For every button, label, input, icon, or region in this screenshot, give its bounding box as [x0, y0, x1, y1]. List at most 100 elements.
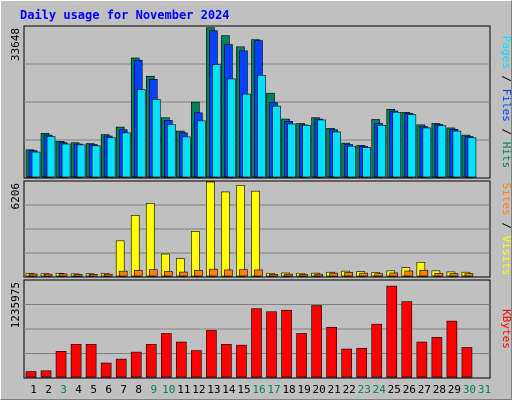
- bar-sites-day-17: [269, 274, 278, 277]
- bar-sites-day-28: [434, 272, 444, 277]
- panel-bottom: 1235975 KBytes: [9, 279, 512, 379]
- bar-kbytes-day-18: [281, 309, 292, 378]
- day-label-2: 2: [45, 383, 52, 396]
- bar-kbytes-day-14: [221, 344, 232, 378]
- x-axis-day-labels: 1 2 3 4 5 6 7 8 9 10 11 12 13 14 15 16 17 18 19 20 21 22 23 24 2…: [30, 383, 491, 396]
- day-label-17: 17: [267, 383, 280, 396]
- bar-pages-day-2: [46, 136, 56, 178]
- bar-pages-day-17: [272, 105, 281, 178]
- bar-kbytes-day-15: [236, 344, 247, 378]
- panel-bottom-ymax-label: 1235975: [9, 282, 22, 328]
- bar-kbytes-day-3: [55, 351, 67, 378]
- bar-sites-day-29: [449, 273, 459, 277]
- day-label-16: 16: [252, 383, 265, 396]
- bar-sites-day-30: [464, 273, 474, 277]
- bar-kbytes-day-25: [386, 285, 398, 378]
- bar-kbytes-day-20: [311, 305, 322, 378]
- bar-visits-day-7: [115, 240, 125, 277]
- bar-sites-day-2: [43, 273, 53, 277]
- bar-pages-day-4: [76, 144, 86, 178]
- day-label-28: 28: [433, 383, 446, 396]
- bar-kbytes-day-10: [160, 333, 172, 378]
- legend-visits: Visits: [500, 236, 512, 276]
- bar-sites-day-7: [118, 270, 128, 277]
- legend-hits: Hits: [500, 142, 512, 169]
- day-label-30: 30: [463, 383, 476, 396]
- bar-sites-day-27: [419, 269, 429, 277]
- bar-visits-day-9: [145, 202, 155, 277]
- panel-top-legend: Pages / Files / Hits: [500, 36, 512, 169]
- legend-kbytes: KBytes: [500, 309, 512, 349]
- day-label-7: 7: [120, 383, 127, 396]
- bar-kbytes-day-16: [251, 308, 262, 378]
- bar-pages-day-5: [91, 145, 101, 178]
- bar-pages-day-18: [287, 123, 296, 178]
- bar-sites-day-6: [103, 273, 113, 277]
- legend-files: Files: [500, 89, 512, 122]
- bar-visits-day-14: [221, 191, 230, 277]
- legend-separator: /: [500, 216, 512, 236]
- bar-pages-day-11: [182, 136, 191, 178]
- bar-kbytes-day-27: [416, 341, 428, 378]
- bar-sites-day-4: [73, 274, 83, 277]
- bar-sites-day-23: [359, 272, 369, 277]
- day-label-23: 23: [358, 383, 371, 396]
- bar-kbytes-day-29: [446, 320, 458, 378]
- bar-kbytes-day-19: [296, 333, 307, 378]
- day-label-10: 10: [162, 383, 175, 396]
- bar-pages-day-26: [407, 114, 417, 178]
- bar-kbytes-day-23: [356, 347, 368, 378]
- bar-kbytes-day-2: [40, 370, 52, 378]
- day-label-4: 4: [75, 383, 82, 396]
- day-label-27: 27: [418, 383, 431, 396]
- bar-pages-day-9: [151, 99, 161, 178]
- day-label-6: 6: [105, 383, 112, 396]
- day-label-5: 5: [90, 383, 97, 396]
- day-label-19: 19: [297, 383, 310, 396]
- bar-pages-day-21: [332, 131, 341, 178]
- day-label-26: 26: [403, 383, 416, 396]
- bar-sites-day-16: [254, 269, 263, 277]
- bar-sites-day-11: [179, 271, 188, 277]
- bar-kbytes-day-28: [431, 337, 443, 378]
- bar-pages-day-13: [212, 64, 221, 178]
- day-label-14: 14: [222, 383, 236, 396]
- day-label-3: 3: [60, 383, 67, 396]
- bar-sites-day-19: [299, 274, 308, 277]
- bar-kbytes-day-26: [401, 301, 413, 378]
- bar-visits-day-13: [206, 181, 215, 277]
- bar-visits-day-15: [236, 185, 245, 277]
- day-label-11: 11: [177, 383, 190, 396]
- bar-pages-day-29: [452, 130, 462, 178]
- bar-pages-day-30: [467, 137, 477, 178]
- bar-kbytes-day-12: [191, 350, 202, 378]
- chart-title: Daily usage for November 2024: [20, 8, 230, 22]
- day-label-20: 20: [313, 383, 326, 396]
- panel-top: 33648 Pages / Files / Hits: [9, 25, 512, 179]
- bar-sites-day-9: [148, 269, 158, 277]
- legend-sites: Sites: [500, 183, 512, 216]
- bar-kbytes-day-24: [371, 323, 383, 378]
- bar-sites-day-14: [224, 269, 233, 277]
- bar-pages-day-3: [61, 143, 71, 178]
- bar-sites-day-24: [374, 273, 384, 277]
- bar-pages-day-12: [197, 120, 206, 178]
- bar-sites-day-8: [133, 269, 143, 277]
- day-label-25: 25: [388, 383, 401, 396]
- day-label-24: 24: [373, 383, 387, 396]
- bar-pages-day-1: [31, 151, 41, 178]
- day-label-1: 1: [30, 383, 37, 396]
- bar-pages-day-24: [377, 124, 387, 178]
- bar-pages-day-10: [166, 124, 176, 178]
- day-label-18: 18: [282, 383, 295, 396]
- day-label-12: 12: [192, 383, 205, 396]
- panel-middle-legend: Sites / Visits: [500, 183, 512, 276]
- bar-pages-day-15: [242, 93, 251, 178]
- day-label-22: 22: [343, 383, 356, 396]
- panel-middle: 6206 Sites / Visits: [9, 180, 512, 278]
- bar-pages-day-23: [362, 147, 372, 178]
- bar-pages-day-7: [121, 132, 131, 178]
- bar-sites-day-5: [88, 274, 98, 277]
- bar-kbytes-day-5: [85, 344, 97, 378]
